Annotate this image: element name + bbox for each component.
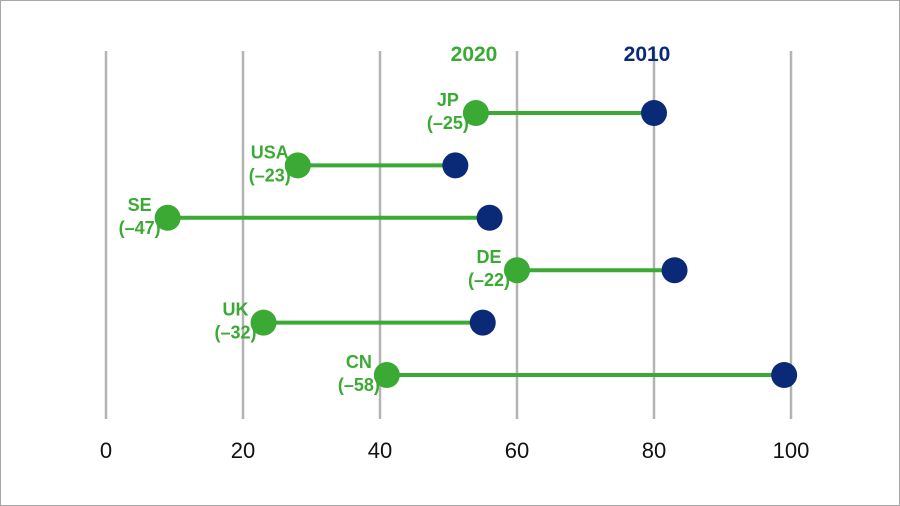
point-2020-se	[154, 204, 181, 231]
legend: 2020 2010	[451, 43, 671, 66]
x-tick-label-100: 100	[773, 438, 810, 463]
x-tick-label-60: 60	[505, 438, 529, 463]
change-label-usa: (–23)	[249, 165, 291, 185]
country-label-uk: UK	[223, 300, 249, 320]
change-label-cn: (–58)	[338, 375, 380, 395]
x-axis-ticks: 0 20 40 60 80 100	[100, 438, 809, 463]
point-2010-cn	[771, 362, 798, 388]
row-usa: USA (–23)	[249, 142, 469, 185]
point-2020-de	[504, 257, 530, 284]
point-2010-usa	[442, 152, 469, 179]
point-2020-uk	[250, 309, 277, 336]
country-label-usa: USA	[251, 142, 289, 162]
x-tick-label-0: 0	[100, 438, 112, 463]
dumbbell-rows: JP (–25) USA (–23) SE (–47) DE (–22) UK (–32) CN (–…	[119, 90, 798, 395]
country-label-cn: CN	[346, 352, 372, 372]
country-label-jp: JP	[437, 90, 459, 110]
point-2020-usa	[284, 152, 311, 179]
x-tick-label-20: 20	[231, 438, 255, 463]
legend-2020: 2020	[451, 43, 498, 66]
point-2020-jp	[462, 100, 489, 126]
country-label-de: DE	[476, 247, 501, 267]
point-2010-jp	[641, 100, 667, 126]
row-uk: UK (–32)	[215, 300, 496, 343]
point-2010-se	[476, 204, 503, 231]
change-label-de: (–22)	[468, 270, 510, 290]
row-de: DE (–22)	[468, 247, 688, 290]
point-2010-de	[661, 257, 688, 284]
point-2020-cn	[373, 362, 400, 388]
change-label-uk: (–32)	[215, 323, 257, 343]
legend-2010: 2010	[624, 43, 671, 66]
x-tick-label-80: 80	[642, 438, 666, 463]
row-cn: CN (–58)	[338, 352, 798, 395]
row-se: SE (–47)	[119, 195, 503, 238]
x-tick-label-40: 40	[368, 438, 392, 463]
change-label-jp: (–25)	[427, 113, 469, 133]
country-label-se: SE	[128, 195, 152, 215]
change-label-se: (–47)	[119, 218, 161, 238]
point-2010-uk	[469, 309, 496, 336]
row-jp: JP (–25)	[427, 90, 667, 133]
